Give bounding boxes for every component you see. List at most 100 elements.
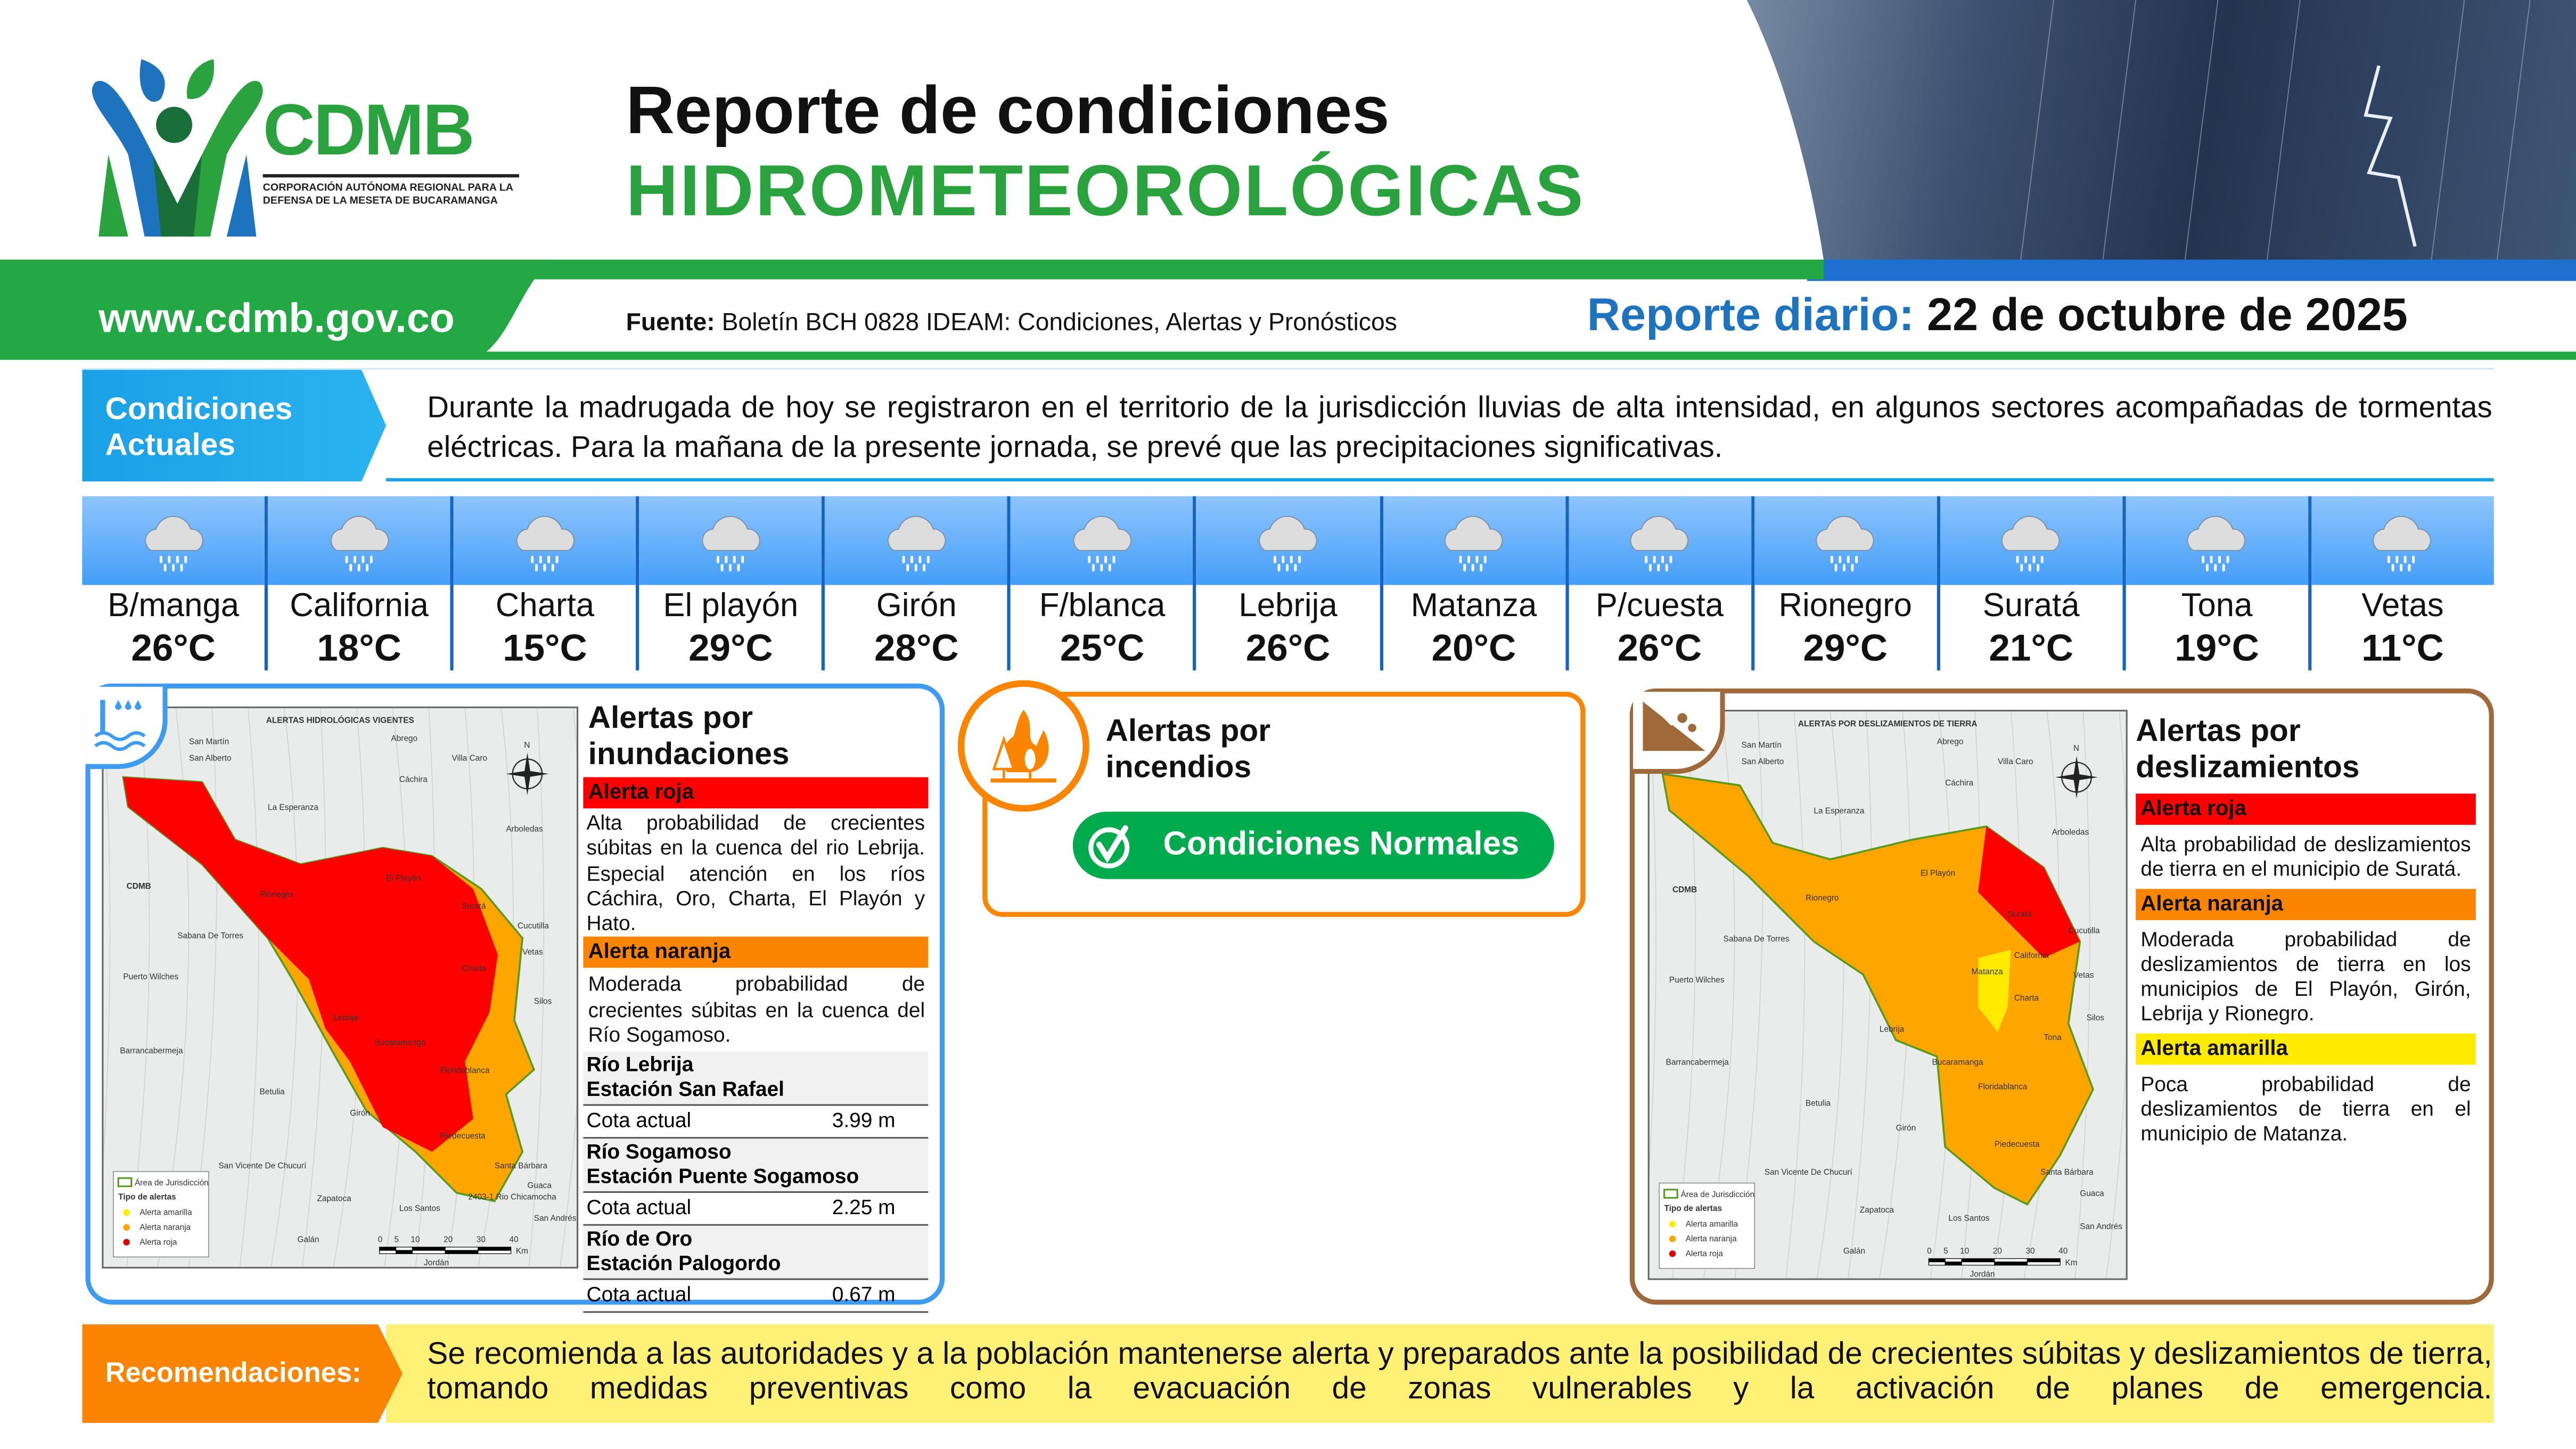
river-station: Río Lebrija Estación San Rafael Cota actua… (583, 1052, 929, 1140)
landslide-title: Alertas por deslizamientos (2136, 715, 2360, 785)
map-town-label: Arboledas (506, 824, 543, 833)
map-scale-bar: 0 5 10 20 30 40 Km (378, 1235, 528, 1256)
river-name: Río Lebrija (586, 1053, 694, 1077)
level-label: Cota actual (586, 1283, 692, 1307)
flood-red-alert-text: Alta probabilidad de crecientes súbitas … (586, 812, 925, 936)
flood-alerts-map: ALERTAS HIDROLÓGICAS VIGENTES San Martín S… (102, 706, 579, 1269)
source-line: Fuente: Boletín BCH 0828 IDEAM: Condicio… (626, 309, 1397, 337)
map-legend: Área de Jurisdicción Tipo de alertas Alert… (1659, 1182, 1755, 1269)
map-town-label: Guaca (527, 1181, 552, 1190)
svg-text:Alerta amarilla: Alerta amarilla (140, 1208, 192, 1217)
weather-city-1: California 18°C (268, 496, 454, 670)
map-town-label: Cucutilla (518, 921, 549, 930)
fire-status-text: Condiciones Normales (1163, 826, 1520, 863)
weather-city-4: Girón 28°C (825, 496, 1011, 670)
weather-city-8: P/cuesta 26°C (1568, 496, 1754, 670)
map-town-label: Floridablanca (1978, 1083, 2028, 1092)
landslide-orange-alert-header: Alerta naranja (2136, 888, 2476, 920)
recommendations-background (386, 1324, 2494, 1423)
conditions-divider (386, 478, 2494, 482)
city-name: Girón (876, 588, 957, 625)
north-arrow-icon: N (2055, 744, 2098, 799)
red-alert-zone (123, 777, 498, 1152)
landslide-orange-alert-text: Moderada probabilidad de deslizamientos … (2140, 928, 2471, 1026)
map-town-label: Los Santos (1948, 1214, 1989, 1223)
rain-cloud-icon (825, 496, 1008, 585)
city-name: F/blanca (1039, 588, 1166, 625)
map-town-label: Charta (2014, 994, 2039, 1003)
city-name: Rionegro (1778, 588, 1912, 625)
svg-text:40: 40 (510, 1235, 519, 1245)
weather-strip: B/manga 26°C California 18°C Charta 15°C El pl… (82, 496, 2494, 670)
city-temperature: 26°C (1245, 626, 1331, 669)
map-town-label: Silos (2087, 1013, 2105, 1022)
map-town-label: San Martín (189, 738, 229, 747)
city-temperature: 26°C (1617, 626, 1702, 669)
map-town-label: Barrancabermeja (120, 1046, 183, 1055)
svg-text:20: 20 (1993, 1247, 2002, 1256)
map-town-label: Santa Bárbara (2040, 1168, 2094, 1177)
city-temperature: 18°C (317, 626, 401, 669)
station-level-row: Cota actual 0.67 m (583, 1281, 929, 1314)
map-basin-label: 2403-1 Rio Chicamocha (468, 1192, 556, 1201)
landslide-icon (1632, 691, 1725, 774)
svg-text:Tipo de alertas: Tipo de alertas (1664, 1204, 1722, 1213)
map-town-label: Jordán (1970, 1270, 1995, 1278)
weather-city-9: Rionegro 29°C (1754, 496, 1940, 670)
weather-city-2: Charta 15°C (454, 496, 639, 670)
svg-text:Alerta naranja: Alerta naranja (1686, 1234, 1737, 1243)
svg-text:10: 10 (1960, 1247, 1969, 1256)
city-temperature: 21°C (1989, 626, 2073, 669)
svg-text:Alerta naranja: Alerta naranja (140, 1223, 191, 1232)
header-blue-bar (1807, 259, 2576, 281)
map-scale-bar: 0 5 10 20 30 40 Km (1927, 1247, 2077, 1267)
landslide-alerts-content: Alertas por deslizamientos Alerta roja A… (2136, 715, 2476, 1153)
rain-cloud-icon (1011, 496, 1194, 585)
map-town-label: Vetas (2073, 971, 2094, 980)
city-name: Matanza (1410, 588, 1537, 625)
map-town-label: Betulia (260, 1087, 285, 1096)
map-town-label: Abrego (1937, 738, 1964, 747)
report-label: Reporte diario: (1587, 289, 1915, 340)
city-temperature: 26°C (131, 626, 216, 669)
map-town-label: Zapatoca (317, 1194, 352, 1204)
map-town-label: Piedecuesta (440, 1132, 486, 1141)
weather-city-3: El playón 29°C (639, 496, 825, 670)
city-name: California (290, 588, 429, 625)
rain-cloud-icon (1568, 496, 1751, 585)
map-town-label: Girón (350, 1109, 370, 1118)
map-town-label: Vetas (522, 948, 543, 957)
map-town-label: Puerto Wilches (123, 972, 178, 981)
svg-text:Alerta roja: Alerta roja (1686, 1249, 1724, 1258)
level-value: 3.99 m (832, 1109, 896, 1133)
flood-orange-alert-header: Alerta naranja (583, 937, 929, 969)
logo-text: CDMB (262, 90, 475, 171)
svg-text:30: 30 (477, 1235, 486, 1245)
landslide-red-alert-header: Alerta roja (2136, 793, 2476, 825)
logo-subtitle: CORPORACIÓN AUTÓNOMA REGIONAL PARA LA DE… (262, 182, 513, 207)
svg-text:N: N (2073, 744, 2079, 753)
page-title: Reporte de condiciones (626, 72, 1390, 148)
map-town-label: Lebrija (333, 1013, 358, 1022)
map-town-label: San Andrés (2080, 1222, 2122, 1231)
station-level-row: Cota actual 2.25 m (583, 1193, 929, 1226)
map-town-label: Cáchira (399, 775, 428, 784)
level-value: 2.25 m (832, 1197, 896, 1220)
map-town-label: Abrego (391, 734, 417, 743)
header-background (0, 0, 1824, 260)
fire-status-badge: Condiciones Normales (1072, 812, 1554, 879)
map-town-label: San Andrés (534, 1214, 577, 1223)
svg-text:Área de Jurisdicción: Área de Jurisdicción (135, 1178, 209, 1188)
city-name: Vetas (2361, 588, 2444, 625)
website-link[interactable]: www.cdmb.gov.co (99, 296, 455, 342)
map-town-label: Girón (1896, 1124, 1916, 1133)
map-town-label: San Vicente De Chucurí (218, 1161, 307, 1170)
source-label: Fuente: (626, 309, 715, 337)
level-label: Cota actual (586, 1197, 692, 1220)
map-town-label: Cucutilla (2069, 927, 2101, 936)
city-temperature: 29°C (688, 626, 773, 669)
flood-red-alert-header: Alerta roja (583, 777, 929, 809)
weather-city-7: Matanza 20°C (1382, 496, 1569, 670)
city-temperature: 29°C (1803, 626, 1888, 669)
red-alert-zone (1978, 826, 2080, 958)
